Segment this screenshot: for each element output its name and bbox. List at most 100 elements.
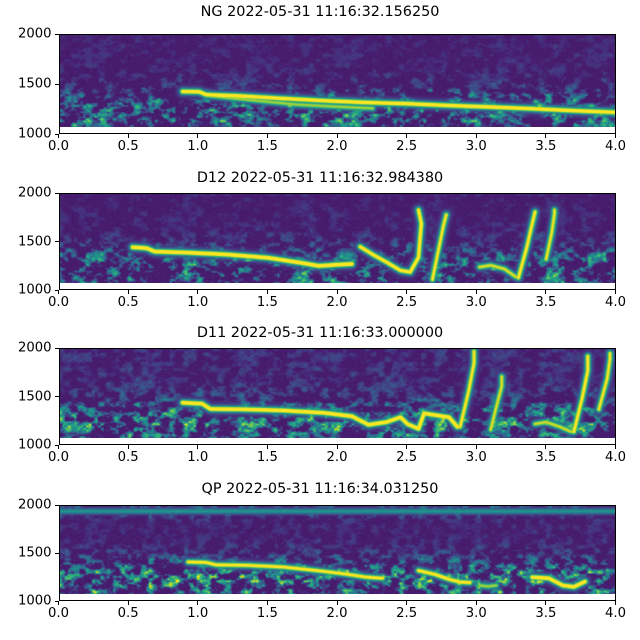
y-tick-label: 1500 — [17, 388, 52, 404]
panel-title: QP 2022-05-31 11:16:34.031250 — [201, 481, 439, 497]
x-tick — [406, 134, 408, 138]
x-tick-label: 4.0 — [605, 295, 626, 310]
x-tick-label: 3.0 — [465, 606, 487, 621]
x-tick-label: 3.5 — [535, 139, 557, 154]
axes-frame — [58, 348, 616, 445]
y-tick — [55, 33, 59, 35]
y-tick — [55, 347, 59, 349]
x-tick-label: 1.0 — [187, 139, 209, 154]
x-tick-label: 4.0 — [605, 606, 626, 621]
y-tick-label: 1500 — [17, 233, 52, 249]
x-tick-label: 0.0 — [48, 139, 69, 154]
x-tick — [266, 601, 268, 605]
x-tick — [336, 445, 338, 449]
x-tick — [615, 445, 616, 449]
spectrogram-image — [59, 506, 615, 594]
y-tick — [55, 396, 59, 397]
x-tick — [266, 134, 268, 138]
y-tick — [55, 444, 59, 446]
panel-title: D11 2022-05-31 11:16:33.000000 — [196, 325, 444, 341]
y-tick-label: 1000 — [17, 126, 52, 142]
x-tick-label: 1.5 — [256, 295, 278, 310]
x-tick-label: 1.0 — [187, 606, 209, 621]
x-tick — [545, 601, 547, 605]
x-tick — [475, 601, 477, 605]
x-tick — [615, 601, 616, 605]
x-tick-label: 2.0 — [326, 450, 348, 465]
y-tick-label: 2000 — [17, 185, 52, 201]
x-tick-label: 0.0 — [48, 606, 69, 621]
x-tick — [58, 134, 59, 138]
x-tick — [127, 134, 129, 138]
x-tick-label: 3.0 — [465, 450, 487, 465]
x-tick-label: 0.5 — [117, 450, 139, 465]
x-tick-label: 3.5 — [535, 450, 557, 465]
x-tick-label: 3.5 — [535, 295, 557, 310]
y-tick-label: 2000 — [17, 497, 52, 513]
y-tick — [55, 289, 59, 291]
x-tick — [127, 290, 129, 294]
x-tick — [266, 445, 268, 449]
x-tick — [197, 290, 199, 294]
x-tick — [58, 445, 59, 449]
axes-frame — [58, 34, 616, 134]
x-tick — [406, 601, 408, 605]
x-tick — [545, 445, 547, 449]
x-tick-label: 0.0 — [48, 450, 69, 465]
y-tick-label: 1000 — [17, 437, 52, 453]
x-tick — [197, 601, 199, 605]
panel-title: D12 2022-05-31 11:16:32.984380 — [196, 170, 444, 186]
axes-frame — [58, 505, 616, 601]
y-tick — [55, 600, 59, 602]
x-tick — [615, 290, 616, 294]
x-tick — [336, 601, 338, 605]
y-tick-label: 1000 — [17, 593, 52, 609]
x-tick — [336, 134, 338, 138]
x-tick-label: 1.5 — [256, 606, 278, 621]
y-tick — [55, 83, 59, 85]
y-tick-label: 1500 — [17, 545, 52, 561]
x-tick — [58, 290, 59, 294]
x-tick — [545, 290, 547, 294]
x-tick — [266, 290, 268, 294]
x-tick-label: 0.0 — [48, 295, 69, 310]
spectrogram-image — [59, 194, 615, 283]
x-tick — [127, 445, 129, 449]
axes-frame — [58, 193, 616, 290]
x-tick — [197, 134, 199, 138]
x-tick-label: 4.0 — [605, 450, 626, 465]
x-tick — [336, 290, 338, 294]
x-tick — [406, 290, 408, 294]
y-tick — [55, 192, 59, 194]
spectrogram-image — [59, 349, 615, 438]
x-tick — [475, 134, 477, 138]
x-tick-label: 1.0 — [187, 295, 209, 310]
x-tick-label: 0.5 — [117, 295, 139, 310]
x-tick-label: 0.5 — [117, 139, 139, 154]
x-tick — [127, 601, 129, 605]
x-tick-label: 3.0 — [465, 295, 487, 310]
x-tick-label: 3.5 — [535, 606, 557, 621]
y-tick-label: 2000 — [17, 26, 52, 42]
y-tick — [55, 133, 59, 135]
x-tick-label: 2.5 — [396, 139, 418, 154]
y-tick-label: 1500 — [17, 76, 52, 92]
x-tick-label: 2.0 — [326, 295, 348, 310]
x-tick — [615, 134, 616, 138]
x-tick — [197, 445, 199, 449]
x-tick-label: 2.0 — [326, 606, 348, 621]
spectrogram-image — [59, 35, 615, 127]
y-tick-label: 2000 — [17, 340, 52, 356]
x-tick-label: 2.5 — [396, 295, 418, 310]
y-tick — [55, 504, 59, 506]
x-tick-label: 1.5 — [256, 450, 278, 465]
y-tick — [55, 241, 59, 242]
x-tick-label: 3.0 — [465, 139, 487, 154]
x-tick — [58, 601, 59, 605]
x-tick — [545, 134, 547, 138]
x-tick-label: 2.0 — [326, 139, 348, 154]
x-tick-label: 1.0 — [187, 450, 209, 465]
panel-title: NG 2022-05-31 11:16:32.156250 — [200, 4, 440, 20]
x-tick-label: 0.5 — [117, 606, 139, 621]
x-tick-label: 4.0 — [605, 139, 626, 154]
